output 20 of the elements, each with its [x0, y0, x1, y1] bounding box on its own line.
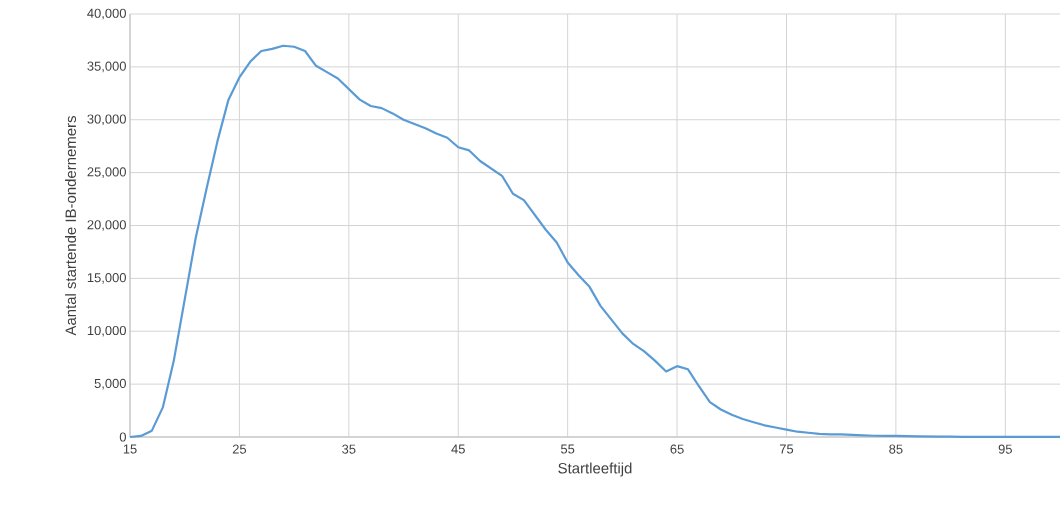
x-tick-label: 25 — [232, 444, 247, 454]
y-axis-title: Aantal startende IB-ondernemers — [65, 116, 77, 336]
y-tick-label: 25,000 — [87, 167, 126, 178]
x-tick-label: 35 — [342, 444, 356, 454]
x-tick-label: 65 — [670, 444, 684, 454]
x-tick-label: 15 — [123, 444, 137, 454]
y-tick-label: 35,000 — [87, 61, 126, 73]
y-tick-label: 0 — [119, 432, 126, 442]
y-tick-label: 20,000 — [87, 220, 126, 231]
x-tick-label: 75 — [779, 444, 794, 454]
x-tick-label: 55 — [560, 444, 575, 454]
y-tick-label: 15,000 — [87, 273, 126, 284]
x-tick-label: 95 — [998, 444, 1012, 454]
x-tick-label: 45 — [451, 444, 465, 454]
y-tick-label: 10,000 — [87, 325, 126, 337]
y-tick-label: 30,000 — [87, 114, 126, 126]
y-tick-label: 40,000 — [87, 8, 126, 20]
y-tick-label: 5,000 — [94, 378, 126, 390]
x-tick-label: 85 — [889, 444, 903, 454]
x-axis-title: Startleeftijd — [558, 462, 632, 477]
